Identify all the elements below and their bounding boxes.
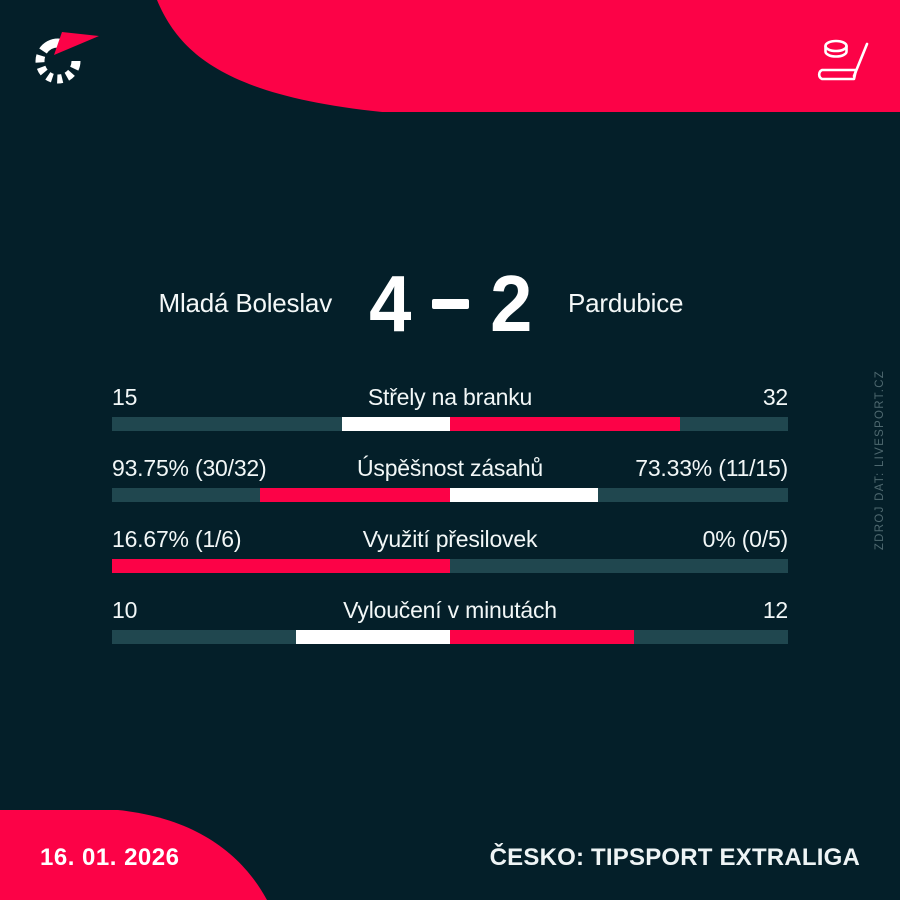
stat-row: 10 Vyloučení v minutách 12 [112, 596, 788, 644]
top-red-shape [157, 0, 900, 112]
stat-row: 93.75% (30/32) Úspěšnost zásahů 73.33% (… [112, 454, 788, 502]
stat-home-value: 15 [112, 384, 138, 410]
stat-away-value: 0% (0/5) [702, 526, 789, 552]
stat-bar-home-fill [112, 559, 450, 573]
bottom-red-shape [0, 810, 267, 900]
stat-label: Využití přesilovek [362, 526, 538, 552]
stat-away-value: 73.33% (11/15) [635, 455, 788, 481]
stat-away-value: 32 [762, 384, 788, 410]
stat-home-value: 16.67% (1/6) [112, 526, 242, 552]
data-source-note: ZDROJ DAT: LIVESPORT.CZ [874, 369, 886, 551]
stat-label: Střely na branku [367, 384, 533, 410]
home-team-name: Mladá Boleslav [158, 288, 332, 318]
stat-away-value: 12 [762, 597, 788, 623]
stat-bar [112, 559, 788, 573]
stat-label: Vyloučení v minutách [343, 597, 557, 623]
stat-row: 15 Střely na branku 32 [112, 383, 788, 431]
stat-bar-home-fill [296, 630, 450, 644]
score-separator [431, 298, 469, 309]
home-score: 4 [369, 258, 411, 348]
stat-bar [112, 417, 788, 431]
stat-bar-home-fill [342, 417, 450, 431]
league-title: ČESKO: TIPSPORT EXTRALIGA [489, 844, 860, 871]
match-date: 16. 01. 2026 [40, 844, 180, 871]
stat-row: 16.67% (1/6) Využití přesilovek 0% (0/5) [112, 525, 788, 573]
stat-home-value: 93.75% (30/32) [112, 455, 267, 481]
stat-bar-home-fill [260, 488, 450, 502]
stat-bar [112, 488, 788, 502]
score-row: Mladá Boleslav 4 2 Pardubice [0, 252, 900, 355]
stat-label: Úspěšnost zásahů [356, 455, 544, 481]
stat-home-value: 10 [112, 597, 138, 623]
stat-bar-away-fill [450, 417, 681, 431]
stat-bar [112, 630, 788, 644]
score-box: 4 2 [368, 258, 532, 348]
hockey-stick-puck-icon [817, 39, 869, 81]
stat-bar-away-fill [450, 488, 599, 502]
livesport-logo-icon [35, 32, 99, 84]
away-score: 2 [489, 258, 532, 348]
stat-bar-away-fill [450, 630, 635, 644]
away-team-name: Pardubice [568, 288, 684, 318]
stats-list: 15 Střely na branku 32 93.75% (30/32) Ús… [112, 383, 788, 667]
